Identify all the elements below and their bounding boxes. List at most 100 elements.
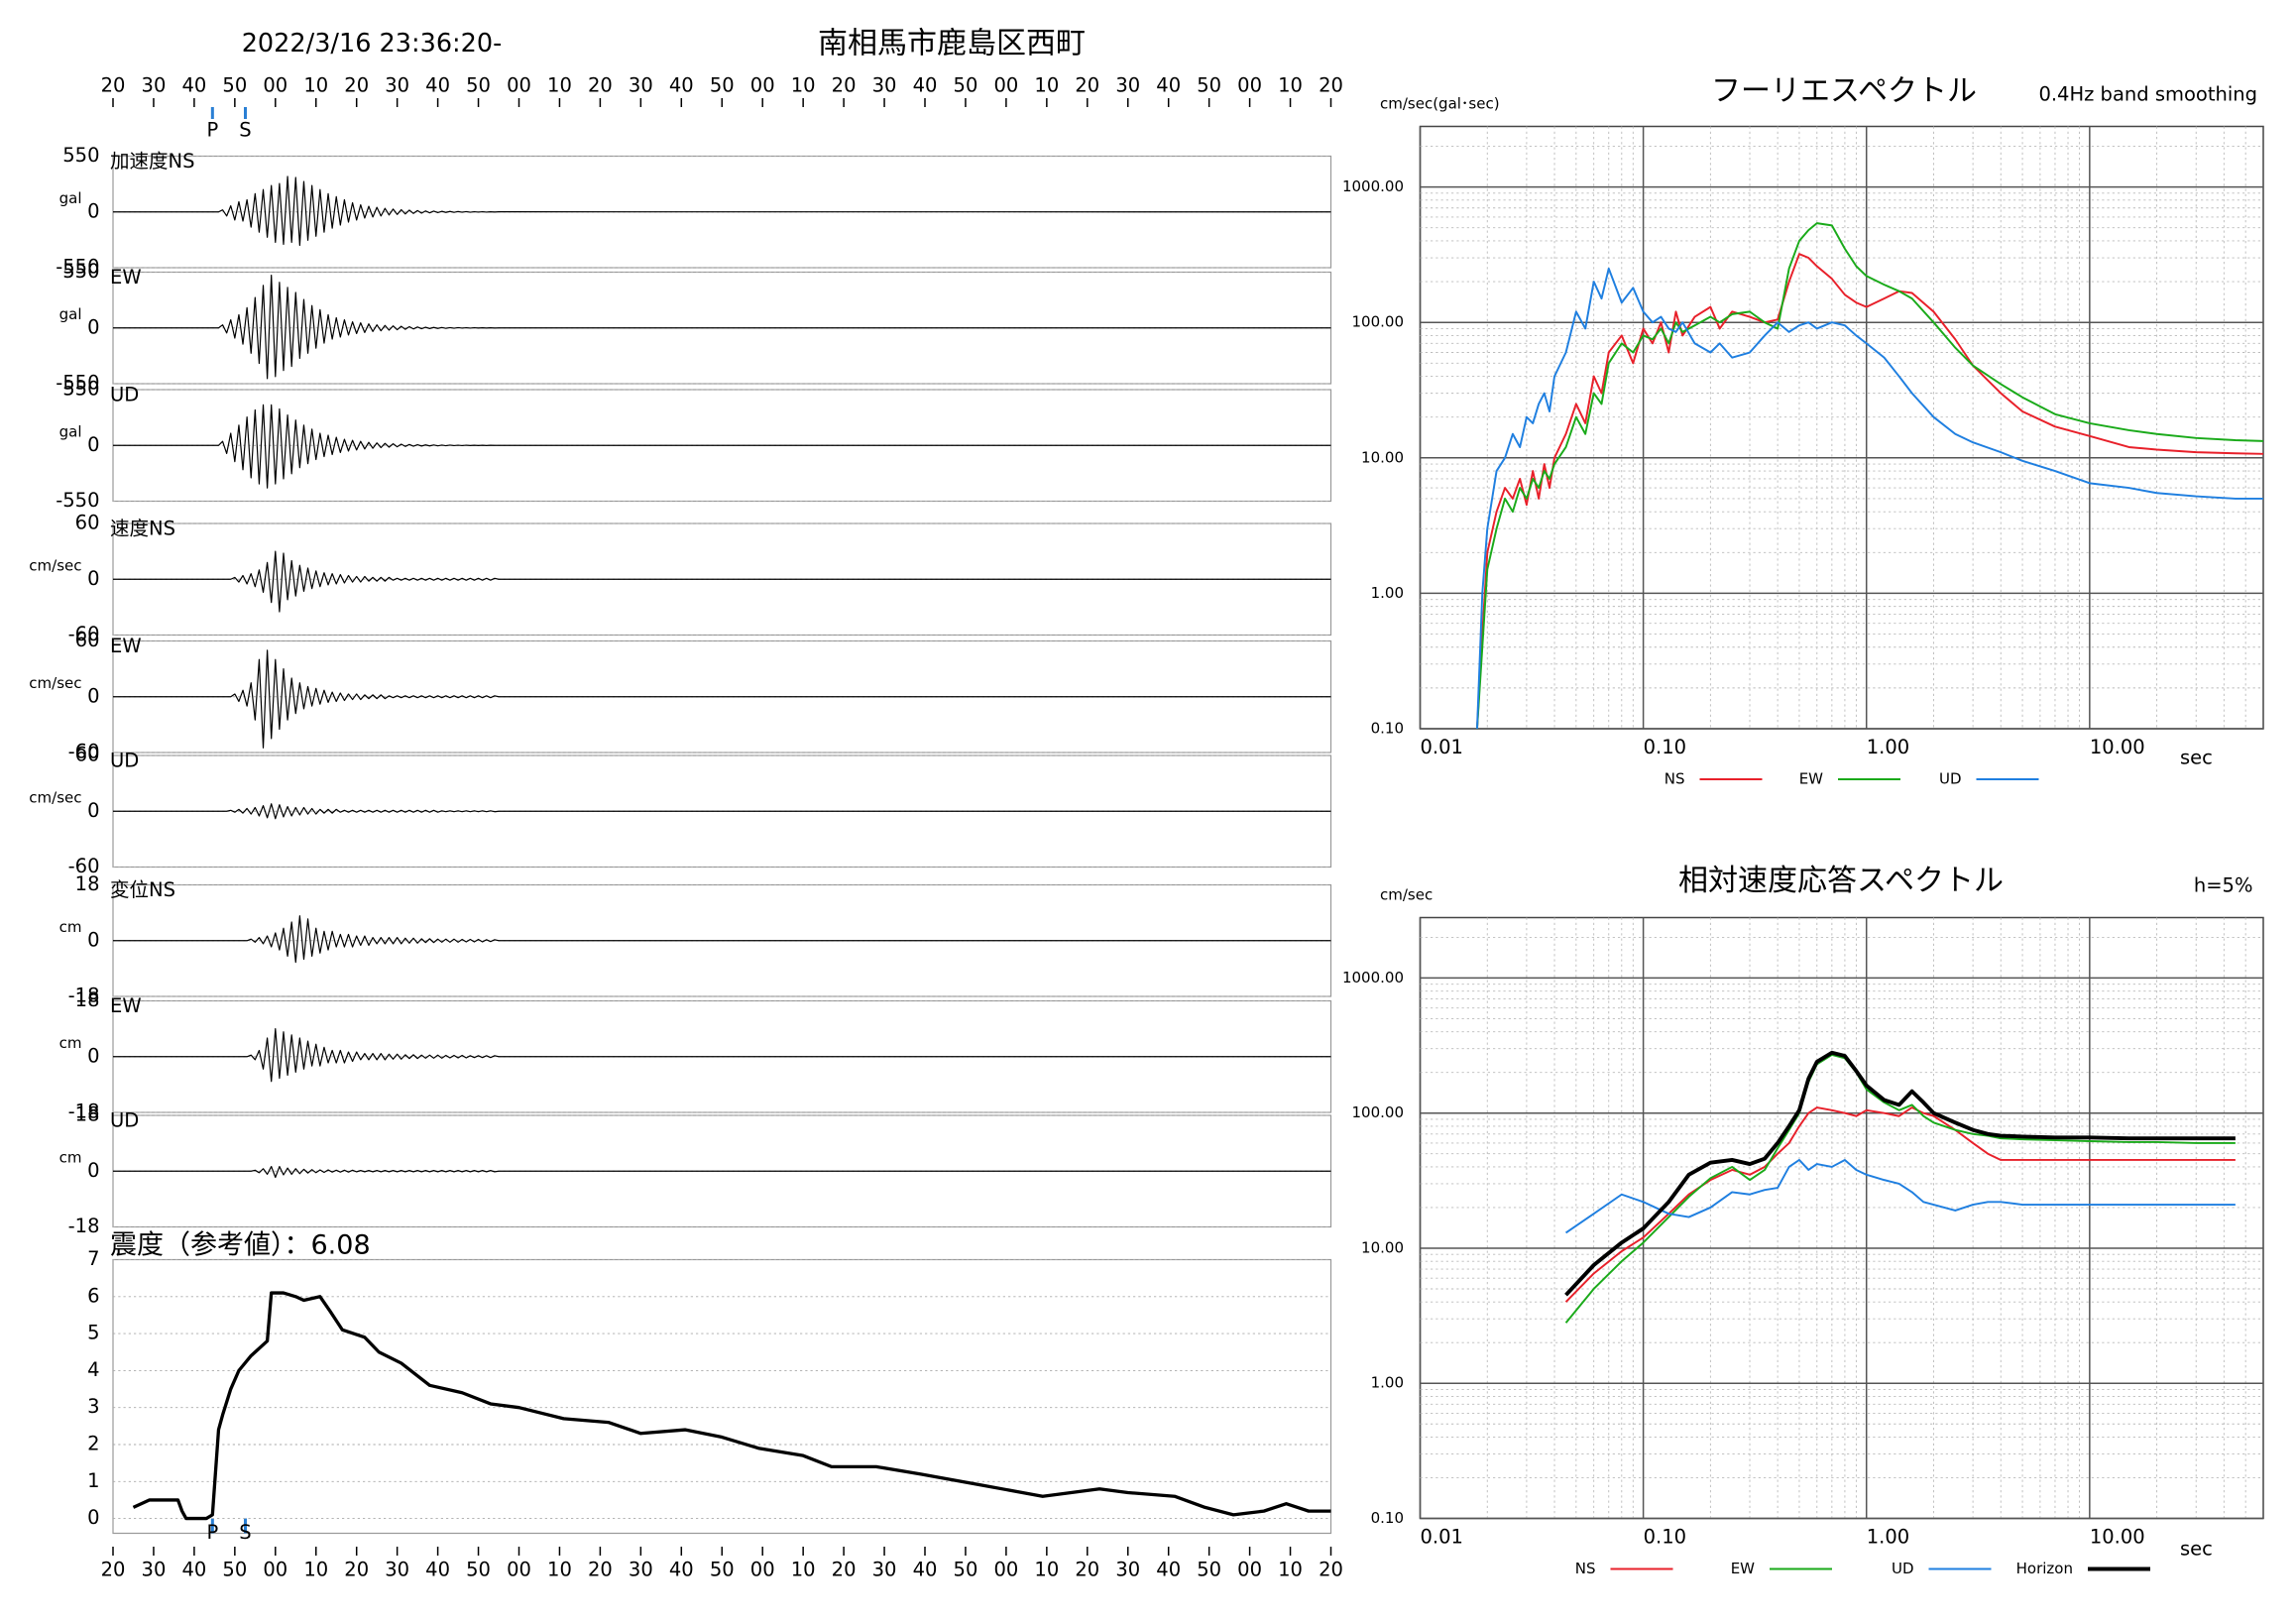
panel-label: EW — [110, 266, 142, 289]
panel-label: UD — [110, 384, 139, 406]
x-tick-label: 50 — [466, 74, 491, 97]
x-tick-label: 50 — [222, 74, 247, 97]
y-tick-label: 0.10 — [1371, 720, 1404, 738]
y-tick-label: 0 — [87, 315, 99, 338]
y-tick-label: -60 — [68, 623, 100, 645]
y-tick-label: 0 — [87, 199, 99, 222]
x-tick-label: 00 — [993, 74, 1018, 97]
x-tick-label: 20 — [1075, 74, 1099, 97]
y-tick-label: -550 — [56, 489, 99, 512]
y-tick-label: 0 — [87, 567, 99, 590]
x-tick-label: 20 — [101, 74, 126, 97]
waveform — [113, 175, 1331, 247]
panel-label: EW — [110, 635, 142, 657]
y-tick-label: -18 — [68, 1215, 100, 1237]
waveform — [113, 550, 1331, 613]
x-tick-label: 40 — [1156, 74, 1181, 97]
x-tick-label: 00 — [263, 74, 287, 97]
legend-label: EW — [1731, 1560, 1755, 1577]
spectrum-line — [1564, 1050, 2236, 1297]
x-tick-label: 50 — [1197, 1559, 1221, 1581]
x-tick-label: 40 — [913, 74, 938, 97]
x-tick-label: 10.00 — [2090, 1526, 2145, 1549]
fourier-x-label: sec — [2180, 747, 2213, 769]
panel-label: 速度NS — [110, 518, 175, 540]
x-tick-label: 30 — [1115, 74, 1140, 97]
x-tick-label: 40 — [669, 1559, 694, 1581]
panel-label: 変位NS — [110, 878, 175, 901]
x-tick-label: 00 — [1237, 74, 1262, 97]
phase-label: P — [206, 119, 218, 142]
x-tick-label: 30 — [142, 74, 167, 97]
y-tick-label: 10.00 — [1361, 448, 1404, 466]
y-tick-label: 0 — [87, 799, 99, 822]
y-tick-label: 0 — [87, 1506, 99, 1529]
x-tick-label: 40 — [1156, 1559, 1181, 1581]
y-tick-label: 0 — [87, 928, 99, 951]
response-title: 相対速度応答スペクトル — [1678, 864, 2004, 898]
response-subtitle: h=5% — [2194, 874, 2253, 897]
x-tick-label: 10 — [1034, 1559, 1059, 1581]
panel-label: 加速度NS — [110, 150, 194, 173]
y-tick-label: 0 — [87, 1044, 99, 1067]
waveform — [113, 404, 1331, 489]
x-tick-label: 40 — [669, 74, 694, 97]
response-x-label: sec — [2180, 1538, 2213, 1561]
x-tick-label: 20 — [588, 1559, 613, 1581]
y-tick-label: 4 — [87, 1358, 99, 1381]
waveform — [113, 803, 1331, 820]
x-tick-label: 00 — [993, 1559, 1018, 1581]
y-tick-label: 0 — [87, 684, 99, 707]
x-tick-label: 0.01 — [1421, 736, 1463, 758]
waveform — [113, 1028, 1331, 1083]
x-tick-label: 50 — [710, 74, 735, 97]
legend-label: UD — [1892, 1560, 1914, 1577]
plot-frame — [112, 1258, 1332, 1535]
x-tick-label: 10 — [303, 1559, 328, 1581]
panel-unit: cm/sec — [29, 556, 81, 574]
x-tick-label: 30 — [1115, 1559, 1140, 1581]
x-tick-label: 20 — [344, 74, 369, 97]
y-tick-label: 1000.00 — [1342, 177, 1404, 195]
x-tick-label: 10 — [1278, 74, 1303, 97]
waveform — [113, 274, 1331, 380]
x-tick-label: 20 — [832, 74, 857, 97]
x-tick-label: 50 — [954, 1559, 978, 1581]
y-tick-label: 60 — [75, 629, 100, 651]
phase-label: P — [206, 1521, 218, 1544]
x-tick-label: 30 — [385, 74, 409, 97]
y-tick-label: 550 — [62, 260, 99, 283]
legend-label: UD — [1939, 770, 1962, 788]
x-tick-label: 10 — [547, 1559, 572, 1581]
x-tick-label: 20 — [344, 1559, 369, 1581]
y-tick-label: 2 — [87, 1432, 99, 1454]
panel-unit: cm — [59, 1034, 82, 1052]
y-tick-label: -18 — [68, 1101, 100, 1123]
x-tick-label: 30 — [629, 74, 653, 97]
y-tick-label: 550 — [62, 144, 99, 167]
x-tick-label: 30 — [385, 1559, 409, 1581]
x-tick-label: 50 — [954, 74, 978, 97]
y-tick-label: 0 — [87, 1159, 99, 1182]
x-tick-label: 10 — [791, 1559, 816, 1581]
y-tick-label: 18 — [75, 988, 100, 1011]
panel-unit: gal — [59, 189, 82, 207]
y-tick-label: -18 — [68, 985, 100, 1007]
phase-label: S — [239, 1521, 251, 1544]
y-tick-label: 0.10 — [1371, 1509, 1404, 1527]
x-tick-label: 30 — [872, 1559, 897, 1581]
y-tick-label: 100.00 — [1352, 313, 1405, 331]
y-tick-label: 18 — [75, 872, 100, 895]
y-tick-label: 3 — [87, 1395, 99, 1418]
panel-label: UD — [110, 750, 139, 772]
plot-frame — [1419, 125, 2264, 730]
y-tick-label: 60 — [75, 512, 100, 534]
x-tick-label: 30 — [872, 74, 897, 97]
y-tick-label: 1.00 — [1371, 584, 1404, 602]
legend-label: NS — [1665, 770, 1685, 788]
y-tick-label: 1.00 — [1371, 1374, 1404, 1392]
x-tick-label: 00 — [507, 74, 531, 97]
intensity-line — [132, 1291, 1331, 1521]
x-tick-label: 00 — [1237, 1559, 1262, 1581]
